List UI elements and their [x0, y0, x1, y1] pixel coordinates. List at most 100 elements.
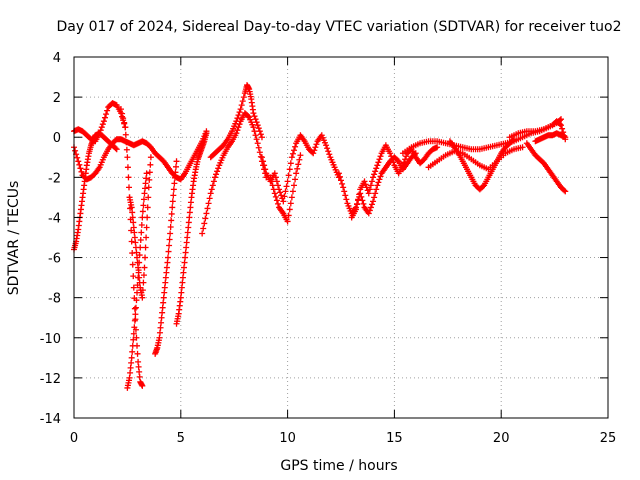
data-point [124, 154, 131, 161]
data-point [352, 206, 359, 213]
data-point [556, 121, 563, 128]
data-point [96, 130, 103, 137]
data-point [324, 145, 331, 152]
data-point [140, 272, 147, 279]
data-point [562, 134, 569, 141]
data-point [134, 350, 141, 357]
data-point [183, 239, 190, 246]
data-point [251, 128, 258, 135]
data-point [181, 264, 188, 271]
data-point [285, 212, 292, 219]
data-point [186, 209, 193, 216]
data-point [207, 190, 214, 197]
data-point [287, 160, 294, 167]
data-point [162, 279, 169, 286]
data-point [371, 194, 378, 201]
data-point [252, 132, 259, 139]
data-point [285, 172, 292, 179]
data-point [171, 180, 178, 187]
data-point [173, 158, 180, 165]
data-point [252, 116, 259, 123]
data-point [509, 137, 516, 144]
data-point [335, 170, 342, 177]
data-point [180, 269, 187, 276]
data-point [287, 200, 294, 207]
data-point [164, 259, 171, 266]
series-tuo2-j [207, 82, 265, 161]
data-point [75, 158, 82, 165]
data-point [389, 156, 396, 163]
series-tuo2-d [117, 106, 146, 389]
data-point [239, 98, 246, 105]
data-point [140, 196, 147, 203]
data-point [387, 150, 394, 157]
data-point [234, 127, 241, 134]
data-point [186, 214, 193, 221]
data-point [130, 336, 137, 343]
series-tuo2-b [71, 130, 120, 253]
data-point [77, 165, 84, 172]
data-point [375, 179, 382, 186]
data-point [375, 159, 382, 166]
x-tick-label: 10 [279, 431, 296, 446]
data-point [130, 224, 137, 231]
data-point [167, 223, 174, 230]
data-point [434, 144, 441, 151]
data-point [286, 166, 293, 173]
data-point [282, 188, 289, 195]
data-point [169, 204, 176, 211]
data-point [183, 244, 190, 251]
grid-lines [74, 57, 608, 418]
data-point [147, 154, 154, 161]
x-tick-label: 5 [177, 431, 185, 446]
y-tick-label: 4 [53, 51, 61, 66]
series-tuo2-a [71, 128, 210, 183]
data-point [278, 192, 285, 199]
data-point [233, 118, 240, 125]
series-tuo2-m [335, 150, 419, 217]
data-point [144, 214, 151, 221]
data-point [296, 156, 303, 163]
data-point [99, 121, 106, 128]
data-point [374, 182, 381, 189]
data-point [170, 186, 177, 193]
data-point [363, 184, 370, 191]
data-point [78, 168, 85, 175]
data-point [253, 136, 260, 143]
data-point [120, 115, 127, 122]
data-point [129, 261, 136, 268]
data-point [112, 145, 119, 152]
data-point [143, 234, 150, 241]
data-point [131, 305, 138, 312]
data-point [291, 182, 298, 189]
data-point [177, 294, 184, 301]
x-axis-label: GPS time / hours [280, 458, 397, 474]
data-point [76, 161, 83, 168]
data-point [162, 274, 169, 281]
data-point [168, 210, 175, 217]
data-point [205, 200, 212, 207]
data-point [138, 221, 145, 228]
data-point [376, 176, 383, 183]
data-point [128, 354, 135, 361]
series-tuo2-f [126, 154, 154, 301]
data-point [163, 269, 170, 276]
data-point [157, 324, 164, 331]
data-point [131, 317, 138, 324]
data-point [233, 130, 240, 137]
data-point [160, 294, 167, 301]
data-point [168, 217, 175, 224]
data-point [139, 287, 146, 294]
y-tick-label: -8 [48, 292, 61, 307]
data-point [145, 184, 152, 191]
data-point [372, 168, 379, 175]
data-point [160, 299, 167, 306]
data-point [172, 169, 179, 176]
data-point [288, 194, 295, 201]
data-point [140, 279, 147, 286]
data-point [159, 309, 166, 316]
data-point [558, 116, 565, 123]
data-point [129, 348, 136, 355]
data-point [119, 110, 126, 117]
data-point [374, 162, 381, 169]
